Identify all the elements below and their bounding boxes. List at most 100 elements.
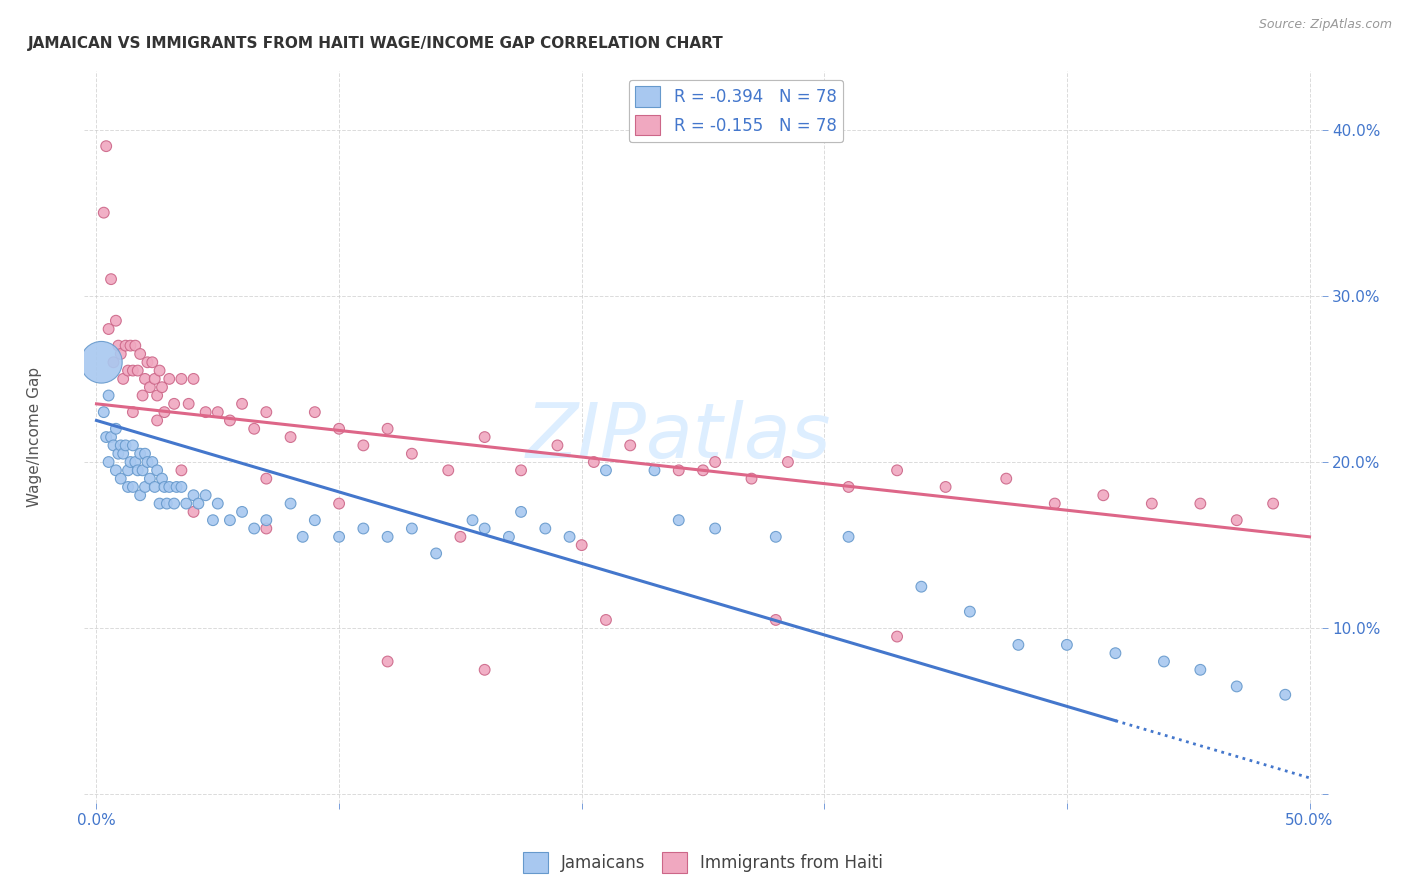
Legend: Jamaicans, Immigrants from Haiti: Jamaicans, Immigrants from Haiti: [516, 846, 890, 880]
Point: [134, 447, 156, 461]
Point: [139, 380, 162, 394]
Point: [254, 513, 277, 527]
Point: [114, 438, 136, 452]
Point: [156, 497, 179, 511]
Point: [148, 497, 170, 511]
Point: [1261, 497, 1284, 511]
Point: [166, 480, 188, 494]
Point: [177, 397, 200, 411]
Point: [328, 497, 350, 511]
Point: [134, 372, 156, 386]
Point: [148, 363, 170, 377]
Point: [995, 472, 1018, 486]
Point: [304, 405, 326, 419]
Point: [886, 630, 908, 644]
Point: [1140, 497, 1163, 511]
Point: [129, 447, 152, 461]
Point: [141, 455, 163, 469]
Point: [153, 480, 176, 494]
Point: [127, 363, 149, 377]
Point: [595, 613, 617, 627]
Point: [704, 521, 727, 535]
Point: [112, 447, 135, 461]
Point: [104, 314, 127, 328]
Point: [328, 422, 350, 436]
Point: [280, 430, 302, 444]
Point: [122, 405, 145, 419]
Point: [146, 413, 169, 427]
Point: [959, 605, 981, 619]
Point: [170, 372, 193, 386]
Point: [153, 405, 176, 419]
Point: [194, 488, 217, 502]
Point: [838, 530, 860, 544]
Point: [546, 438, 568, 452]
Point: [619, 438, 641, 452]
Point: [510, 505, 533, 519]
Point: [595, 463, 617, 477]
Point: [170, 463, 193, 477]
Point: [120, 338, 142, 352]
Point: [910, 580, 932, 594]
Point: [122, 438, 145, 452]
Point: [1104, 646, 1126, 660]
Point: [534, 521, 557, 535]
Legend: R = -0.394   N = 78, R = -0.155   N = 78: R = -0.394 N = 78, R = -0.155 N = 78: [628, 79, 844, 142]
Point: [401, 521, 423, 535]
Point: [886, 463, 908, 477]
Point: [254, 521, 277, 535]
Text: Source: ZipAtlas.com: Source: ZipAtlas.com: [1258, 18, 1392, 31]
Point: [231, 397, 253, 411]
Text: JAMAICAN VS IMMIGRANTS FROM HAITI WAGE/INCOME GAP CORRELATION CHART: JAMAICAN VS IMMIGRANTS FROM HAITI WAGE/I…: [28, 36, 724, 51]
Point: [449, 530, 471, 544]
Point: [122, 363, 145, 377]
Point: [461, 513, 484, 527]
Point: [1189, 497, 1212, 511]
Point: [558, 530, 581, 544]
Point: [104, 463, 127, 477]
Point: [143, 372, 166, 386]
Point: [136, 355, 159, 369]
Point: [765, 613, 787, 627]
Point: [117, 363, 139, 377]
Point: [207, 497, 229, 511]
Point: [219, 513, 242, 527]
Point: [377, 655, 399, 669]
Point: [146, 388, 169, 402]
Point: [107, 447, 129, 461]
Point: [304, 513, 326, 527]
Point: [187, 497, 209, 511]
Point: [129, 488, 152, 502]
Point: [183, 505, 205, 519]
Point: [150, 380, 173, 394]
Point: [474, 663, 496, 677]
Point: [146, 463, 169, 477]
Point: [1153, 655, 1175, 669]
Point: [93, 205, 115, 219]
Point: [1092, 488, 1115, 502]
Point: [935, 480, 957, 494]
Point: [170, 480, 193, 494]
Point: [231, 505, 253, 519]
Point: [139, 472, 162, 486]
Point: [100, 272, 122, 286]
Point: [1226, 513, 1249, 527]
Point: [107, 338, 129, 352]
Point: [114, 338, 136, 352]
Point: [1043, 497, 1066, 511]
Point: [243, 521, 266, 535]
Point: [100, 430, 122, 444]
Point: [207, 405, 229, 419]
Point: [97, 455, 120, 469]
Point: [183, 372, 205, 386]
Point: [219, 413, 242, 427]
Point: [1189, 663, 1212, 677]
Point: [582, 455, 605, 469]
Point: [117, 480, 139, 494]
Point: [174, 497, 197, 511]
Point: [328, 530, 350, 544]
Point: [254, 472, 277, 486]
Point: [668, 513, 690, 527]
Point: [110, 347, 132, 361]
Text: ZIPatlas: ZIPatlas: [526, 401, 831, 474]
